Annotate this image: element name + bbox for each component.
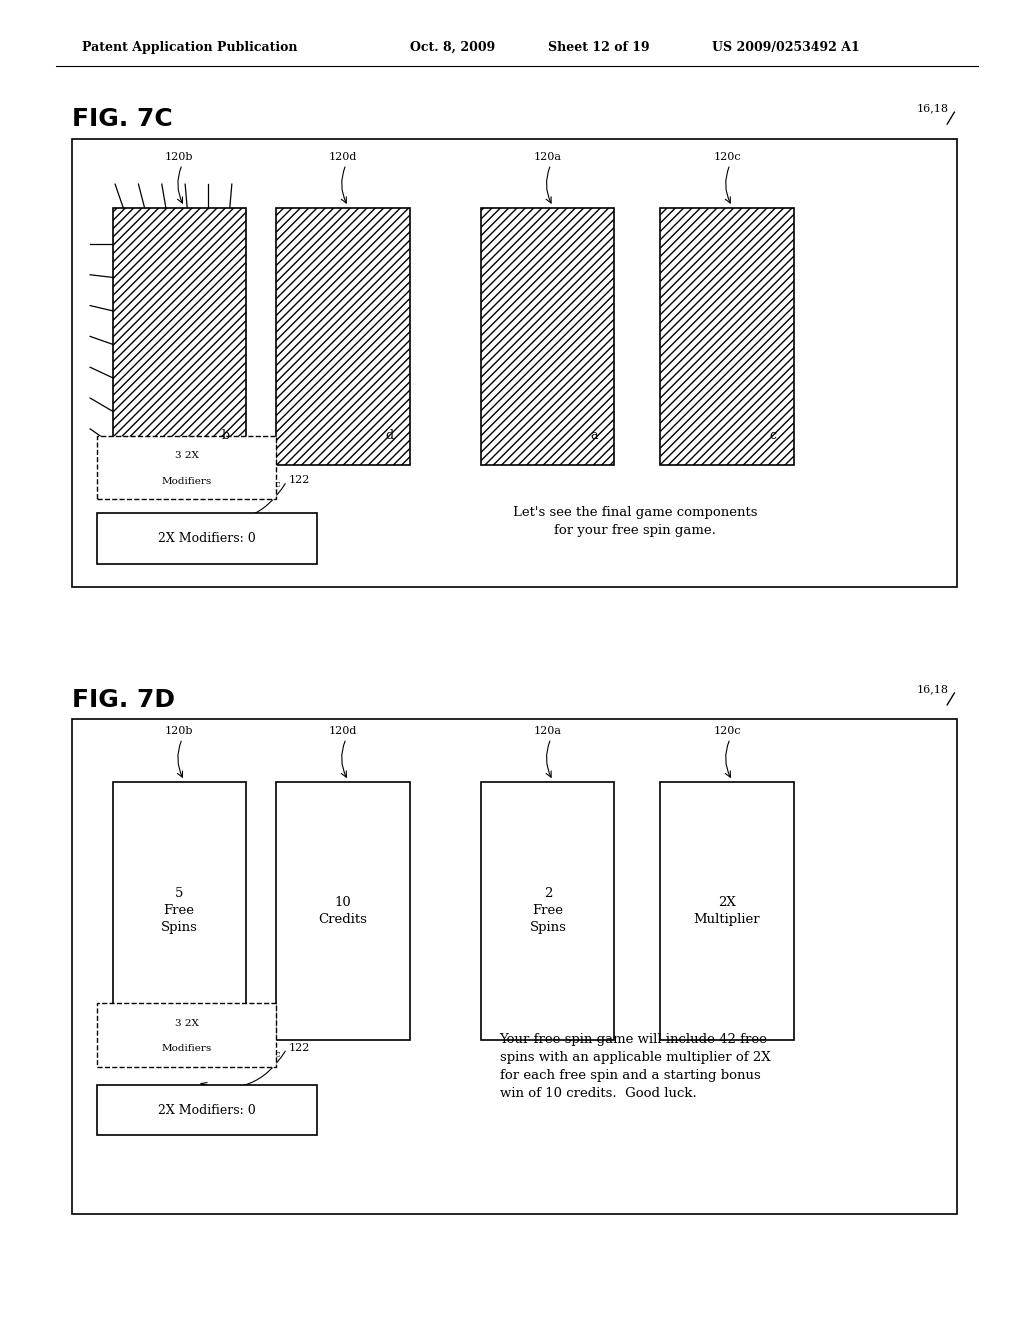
Text: 124c: 124c bbox=[256, 480, 282, 490]
Text: b: b bbox=[221, 429, 229, 441]
Bar bbox=[481, 209, 614, 466]
Bar bbox=[660, 781, 794, 1040]
Text: 120a: 120a bbox=[534, 152, 562, 161]
Text: Oct. 8, 2009: Oct. 8, 2009 bbox=[410, 41, 495, 54]
Text: FIG. 7C: FIG. 7C bbox=[72, 107, 172, 131]
Bar bbox=[97, 1003, 276, 1067]
Text: 120d: 120d bbox=[329, 726, 357, 737]
Text: c: c bbox=[770, 429, 776, 441]
Text: Sheet 12 of 19: Sheet 12 of 19 bbox=[548, 41, 649, 54]
Text: 5
Free
Spins: 5 Free Spins bbox=[161, 887, 198, 935]
Bar bbox=[276, 781, 410, 1040]
Text: Let's see the final game components
for your free spin game.: Let's see the final game components for … bbox=[513, 506, 757, 537]
Bar bbox=[660, 209, 794, 466]
Text: 120c: 120c bbox=[714, 726, 740, 737]
Bar bbox=[113, 781, 246, 1040]
Text: 2X
Multiplier: 2X Multiplier bbox=[693, 896, 761, 925]
Text: 120d: 120d bbox=[329, 152, 357, 161]
Text: d: d bbox=[385, 429, 393, 441]
Bar bbox=[97, 1085, 317, 1135]
Bar bbox=[113, 209, 246, 466]
Text: Patent Application Publication: Patent Application Publication bbox=[82, 41, 297, 54]
Text: 122: 122 bbox=[289, 1043, 310, 1052]
Text: 10
Credits: 10 Credits bbox=[318, 896, 368, 925]
Text: US 2009/0253492 A1: US 2009/0253492 A1 bbox=[712, 41, 859, 54]
Text: 122: 122 bbox=[289, 475, 310, 484]
Text: 120c: 120c bbox=[714, 152, 740, 161]
Text: FIG. 7D: FIG. 7D bbox=[72, 688, 175, 711]
Text: 2X Modifiers: 0: 2X Modifiers: 0 bbox=[159, 1104, 256, 1117]
Text: 2X Modifiers: 0: 2X Modifiers: 0 bbox=[159, 532, 256, 545]
Bar bbox=[481, 781, 614, 1040]
Bar bbox=[276, 209, 410, 466]
Bar bbox=[72, 139, 957, 587]
Text: 3 2X: 3 2X bbox=[175, 1019, 199, 1028]
Text: 16,18: 16,18 bbox=[916, 103, 948, 114]
Text: Modifiers: Modifiers bbox=[162, 477, 212, 486]
Text: 120a: 120a bbox=[534, 726, 562, 737]
Text: 2
Free
Spins: 2 Free Spins bbox=[529, 887, 566, 935]
Bar bbox=[97, 436, 276, 499]
Text: 120b: 120b bbox=[165, 726, 194, 737]
Text: 3 2X: 3 2X bbox=[175, 451, 199, 461]
Text: 124c: 124c bbox=[256, 1051, 282, 1059]
Bar bbox=[97, 513, 317, 564]
Text: a: a bbox=[590, 429, 598, 441]
Text: Modifiers: Modifiers bbox=[162, 1044, 212, 1053]
Text: 120b: 120b bbox=[165, 152, 194, 161]
Bar bbox=[72, 719, 957, 1214]
Text: 16,18: 16,18 bbox=[916, 684, 948, 694]
Text: Your free spin game will include 42 free
spins with an applicable multiplier of : Your free spin game will include 42 free… bbox=[500, 1034, 770, 1100]
